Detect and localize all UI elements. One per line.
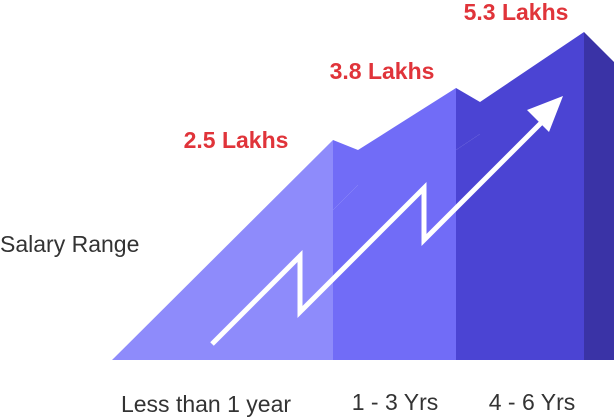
category-label-4-6-yrs: 4 - 6 Yrs <box>489 389 576 415</box>
category-label-less-than-1-year: Less than 1 year <box>121 391 291 417</box>
value-label-4-6-yrs: 5.3 Lakhs <box>464 0 569 25</box>
value-label-1-3-yrs: 3.8 Lakhs <box>330 58 435 84</box>
bar-4-6-yrs-side <box>584 32 614 360</box>
y-axis-label: Salary Range <box>0 231 139 257</box>
category-label-1-3-yrs: 1 - 3 Yrs <box>352 389 439 415</box>
bar-1-3-yrs <box>333 88 456 360</box>
bar-less-than-1-year <box>112 140 333 360</box>
bar-4-6-yrs <box>456 32 584 360</box>
trend-arrow-head <box>527 96 563 132</box>
trend-arrow-line <box>210 114 550 346</box>
bar-1-3-yrs-notch <box>456 88 480 150</box>
value-label-less-than-1-year: 2.5 Lakhs <box>184 127 289 153</box>
bar-less-than-1-year-notch <box>333 140 358 210</box>
